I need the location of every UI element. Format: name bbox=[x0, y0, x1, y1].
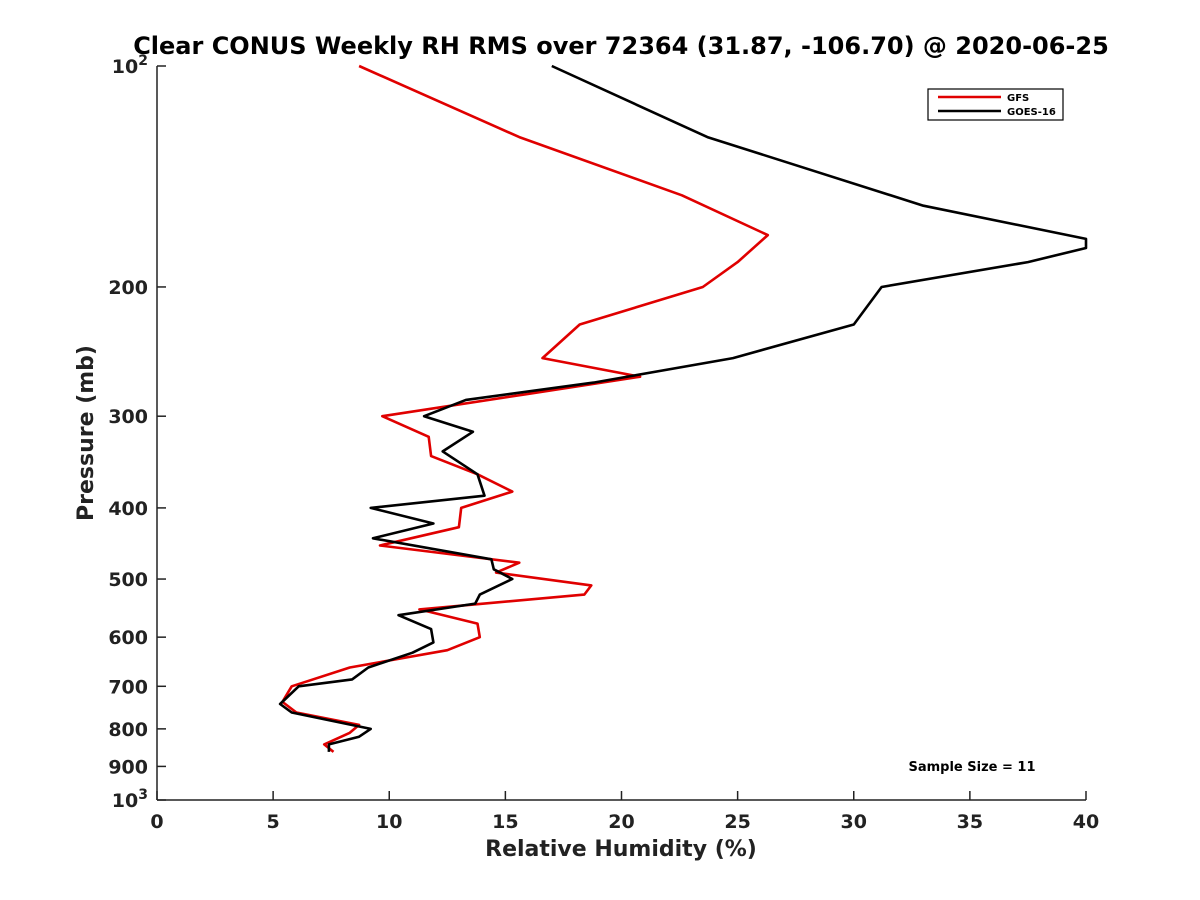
x-tick-label: 15 bbox=[492, 811, 518, 833]
y-axis-label: Pressure (mb) bbox=[74, 345, 99, 521]
sample-size-annotation: Sample Size = 11 bbox=[908, 760, 1035, 775]
series-layer bbox=[278, 64, 1088, 753]
y-tick-label: 900 bbox=[108, 756, 148, 778]
x-tick-label: 20 bbox=[608, 811, 634, 833]
x-tick-label: 40 bbox=[1073, 811, 1099, 833]
x-tick-label: 30 bbox=[841, 811, 867, 833]
legend: GFS GOES-16 bbox=[927, 88, 1064, 121]
y-tick-label: 800 bbox=[108, 719, 148, 741]
chart-title: Clear CONUS Weekly RH RMS over 72364 (31… bbox=[133, 32, 1109, 60]
x-tick-label: 5 bbox=[267, 811, 280, 833]
series-line-goes16 bbox=[278, 64, 1088, 752]
y-tick-label: 400 bbox=[108, 498, 148, 520]
y-tick-label: 700 bbox=[108, 676, 148, 698]
y-tick-label: 600 bbox=[108, 627, 148, 649]
y-tick-label: 102 bbox=[112, 53, 148, 78]
y-tick-label: 103 bbox=[112, 787, 148, 812]
y-tick-label: 300 bbox=[108, 406, 148, 428]
legend-box bbox=[927, 88, 1064, 121]
x-tick-label: 25 bbox=[724, 811, 750, 833]
series-line-gfs bbox=[281, 64, 770, 753]
x-tick-label: 10 bbox=[376, 811, 402, 833]
legend-label-goes16: GOES-16 bbox=[1007, 107, 1056, 118]
y-tick-label: 200 bbox=[108, 277, 148, 299]
x-tick-label: 0 bbox=[150, 811, 163, 833]
tick-layer: 0 5 10 15 20 25 30 35 40 102 200 300 400 500 600 700 800… bbox=[108, 53, 1099, 833]
y-tick-label: 500 bbox=[108, 569, 148, 591]
x-tick-label: 35 bbox=[957, 811, 983, 833]
legend-label-gfs: GFS bbox=[1007, 93, 1029, 104]
x-axis-label: Relative Humidity (%) bbox=[485, 837, 757, 862]
